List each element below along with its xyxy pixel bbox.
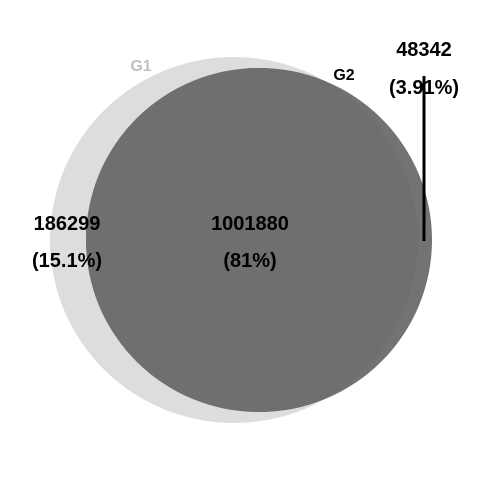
- g1-only-count: 186299: [34, 213, 101, 235]
- g2-only-count: 48342: [396, 39, 452, 61]
- set-g2-label: G2: [333, 67, 354, 84]
- overlap-count: 1001880: [211, 213, 289, 235]
- overlap-percent: (81%): [223, 250, 276, 272]
- g2-only-percent: (3.91%): [389, 77, 459, 99]
- g1-only-percent: (15.1%): [32, 250, 102, 272]
- overlap-region: [86, 68, 418, 412]
- set-g1-label: G1: [130, 58, 151, 75]
